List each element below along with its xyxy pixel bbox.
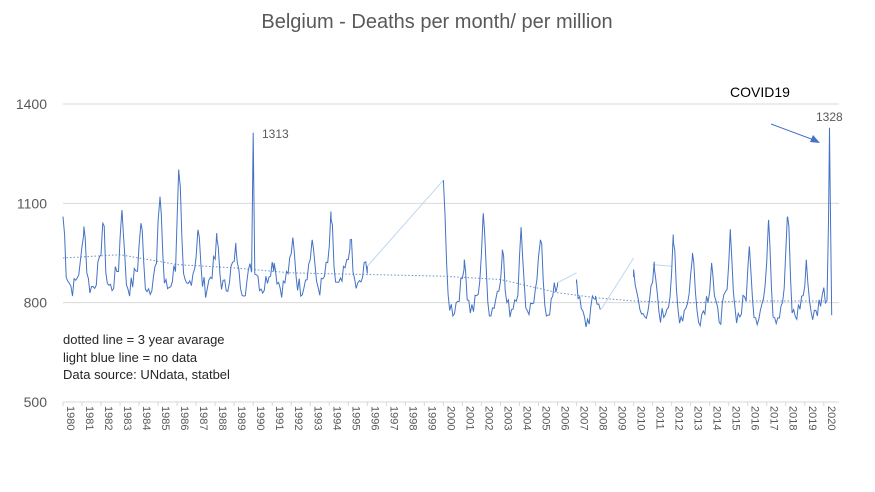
x-tick-label: 2017: [768, 406, 780, 430]
note-no-data: light blue line = no data: [63, 350, 198, 365]
x-tick-label: 1980: [64, 406, 76, 430]
x-tick-label: 1999: [425, 406, 437, 430]
x-tick-label: 2000: [444, 406, 456, 430]
x-tick-label: 2014: [711, 406, 723, 430]
x-tick-label: 1984: [140, 406, 152, 430]
x-tick-label: 1993: [311, 406, 323, 430]
x-tick-label: 2016: [749, 406, 761, 430]
monthly-deaths-segment-4: [633, 127, 833, 328]
peak-label-1990: 1313: [262, 127, 289, 141]
x-tick-label: 1990: [254, 406, 266, 430]
x-tick-label: 2009: [616, 406, 628, 430]
x-tick-label: 2013: [692, 406, 704, 430]
x-tick-label: 1995: [349, 406, 361, 430]
x-tick-label: 1994: [330, 406, 342, 430]
x-tick-label: 2003: [501, 406, 513, 430]
x-tick-label: 1987: [197, 406, 209, 430]
x-tick-label: 1985: [159, 406, 171, 430]
arrow-head: [810, 135, 820, 143]
x-tick-label: 1986: [178, 406, 190, 430]
x-tick-label: 2008: [597, 406, 609, 430]
no-data-line: [366, 179, 444, 267]
x-tick-label: 1981: [83, 406, 95, 430]
chart-notes: dotted line = 3 year avarage light blue …: [63, 332, 230, 382]
x-tick-label: 2005: [539, 406, 551, 430]
no-data-line: [600, 257, 635, 310]
chart-title: Belgium - Deaths per month/ per million: [261, 11, 612, 33]
x-tick-label: 2011: [654, 406, 666, 430]
y-axis: 1400 1100 800 500: [16, 96, 47, 410]
x-tick-label: 1992: [292, 406, 304, 430]
arrow-shaft: [770, 123, 815, 141]
x-tick-label: 1989: [235, 406, 247, 430]
x-tick-label: 1982: [102, 406, 114, 430]
y-tick-label: 1100: [17, 195, 47, 211]
monthly-deaths-segment-3: [576, 279, 601, 328]
peak-label-2020: 1328: [816, 110, 843, 124]
x-tick-label: 1996: [368, 406, 380, 430]
x-tick-label: 2012: [673, 406, 685, 430]
x-tick-label: 1991: [273, 406, 285, 430]
x-tick-label: 2004: [520, 406, 532, 430]
three-year-average-line: [62, 254, 824, 304]
y-tick-label: 1400: [16, 96, 47, 112]
y-tick-label: 800: [24, 295, 48, 311]
covid-arrow: [770, 123, 820, 143]
x-tick-label: 1983: [121, 406, 133, 430]
monthly-deaths-segment-2: [442, 180, 558, 318]
x-axis: 1980 1981 1982 1983 1984 1985 1986 1987 1988 1989…: [62, 402, 837, 430]
x-tick-label: 2007: [578, 406, 590, 430]
x-tick-label: 2010: [635, 406, 647, 430]
y-tick-label: 500: [24, 394, 48, 410]
note-data-source: Data source: UNdata, statbel: [63, 367, 230, 382]
no-data-line: [557, 272, 577, 284]
covid19-label: COVID19: [730, 84, 790, 100]
note-3yr-average: dotted line = 3 year avarage: [63, 332, 225, 347]
monthly-deaths-segment-1: [62, 132, 368, 298]
x-tick-label: 2020: [825, 406, 837, 430]
x-tick-label: 2006: [559, 406, 571, 430]
plot-area: [62, 127, 833, 328]
x-tick-label: 2015: [730, 406, 742, 430]
x-tick-label: 1998: [406, 406, 418, 430]
x-tick-label: 1988: [216, 406, 228, 430]
x-tick-label: 2019: [806, 406, 818, 430]
no-data-line: [652, 264, 672, 267]
x-tick-label: 1997: [387, 406, 399, 430]
x-tick-label: 2001: [463, 406, 475, 430]
x-tick-label: 2002: [482, 406, 494, 430]
x-tick-label: 2018: [787, 406, 799, 430]
